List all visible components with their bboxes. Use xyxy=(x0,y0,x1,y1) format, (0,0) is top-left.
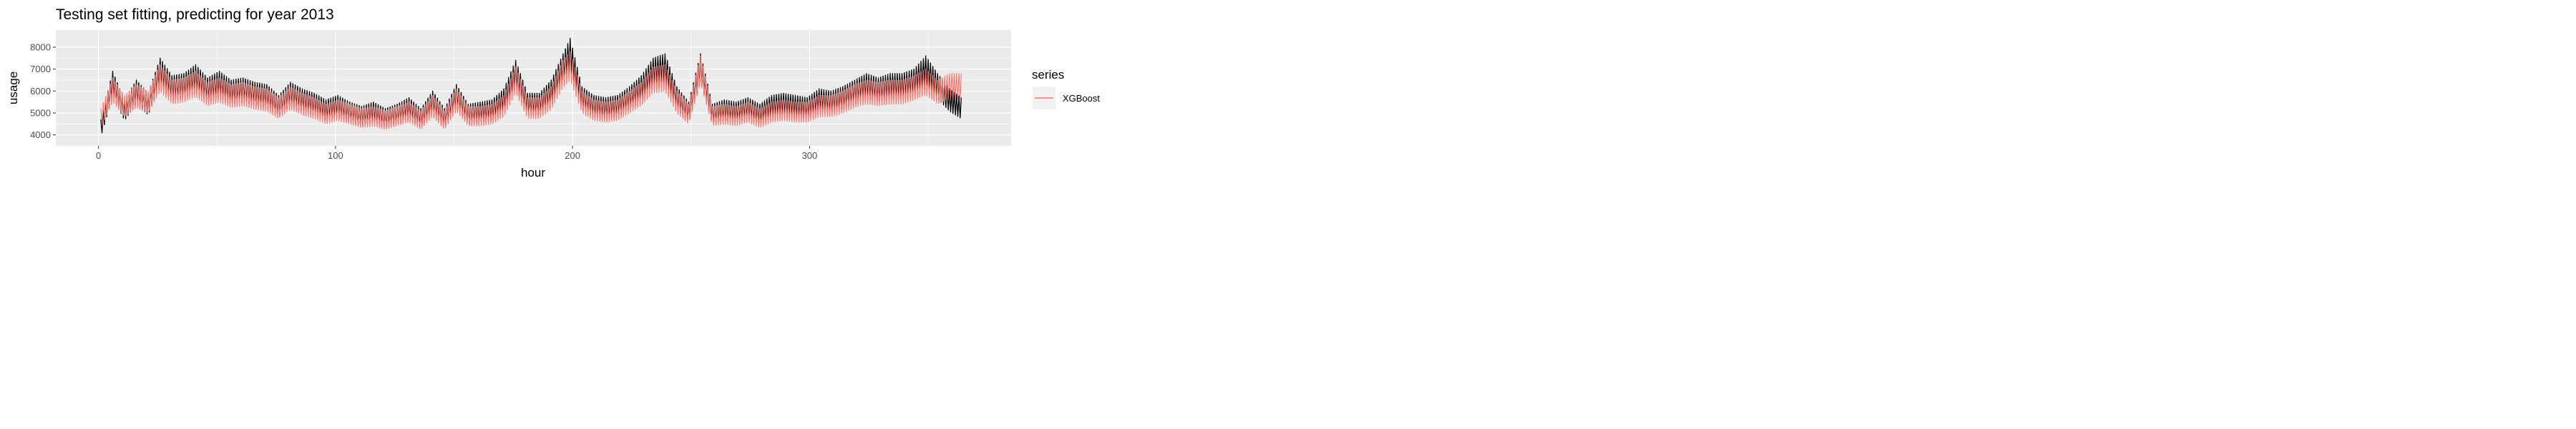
x-axis-label: hour xyxy=(521,166,545,179)
x-axis: 0 100 200 300 xyxy=(96,146,817,161)
legend-label-xgboost: XGBoost xyxy=(1063,93,1100,104)
series-line-xgboost xyxy=(100,51,962,130)
y-axis-label: usage xyxy=(6,72,20,104)
x-tick-label: 100 xyxy=(328,150,343,161)
y-tick-label: 6000 xyxy=(30,86,51,97)
x-tick-label: 200 xyxy=(565,150,580,161)
x-tick-label: 0 xyxy=(96,150,101,161)
legend-title: series xyxy=(1032,68,1064,82)
y-axis: 4000 5000 6000 7000 8000 xyxy=(30,41,56,140)
y-tick-label: 4000 xyxy=(30,129,51,140)
chart: Testing set fitting, predicting for year… xyxy=(0,0,1122,187)
chart-svg: Testing set fitting, predicting for year… xyxy=(6,6,1100,179)
chart-title: Testing set fitting, predicting for year… xyxy=(56,6,334,23)
legend: series XGBoost xyxy=(1032,68,1100,109)
x-tick-label: 300 xyxy=(802,150,818,161)
y-tick-label: 7000 xyxy=(30,64,51,74)
y-tick-label: 8000 xyxy=(30,41,51,52)
y-tick-label: 5000 xyxy=(30,107,51,118)
series-layer xyxy=(100,38,962,134)
